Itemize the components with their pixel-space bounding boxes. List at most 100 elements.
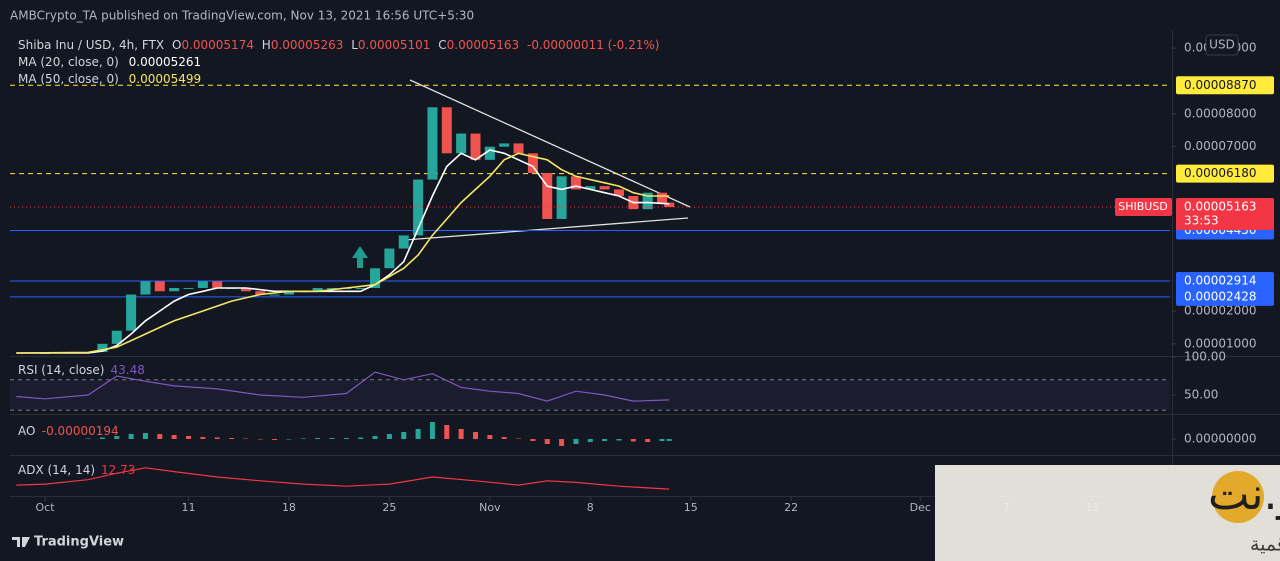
legend-line: MA (20, close, 0) 0.00005261 [18, 55, 201, 69]
y-tick-label: 0.00001000 [1184, 336, 1257, 350]
ao-bar [229, 438, 235, 439]
y-tick-label: 100.00 [1184, 350, 1226, 364]
ohlc-value: 0.00005163 [447, 38, 520, 52]
legend-name: MA (20, close, 0) [18, 55, 119, 69]
ao-bar [171, 435, 177, 439]
level-label: 0.00008870 [1184, 78, 1257, 92]
candle [169, 287, 180, 292]
ao-bar [444, 425, 450, 439]
ao-bar [573, 439, 579, 444]
ma-line [16, 152, 670, 354]
watermark-tagline: أخبار العملات الرقمية [1250, 532, 1280, 556]
level-label-box [1176, 76, 1274, 95]
candle [126, 294, 137, 331]
ma-line [16, 149, 670, 354]
ohlc-value: 0.00005101 [358, 38, 431, 52]
ao-bar [458, 429, 464, 439]
ao-bar [386, 434, 392, 439]
footer-logo [12, 537, 30, 547]
publish-header: AMBCrypto_TA published on TradingView.co… [10, 9, 474, 23]
symbol: Shiba Inu / USD, 4h, FTX [18, 38, 164, 52]
candle [355, 287, 366, 289]
ao-bar [243, 438, 249, 439]
ao-bar [487, 435, 493, 439]
ao-bar [214, 437, 220, 439]
pane-title: AO [18, 424, 36, 438]
candle [240, 287, 251, 292]
candle [269, 294, 280, 296]
symbol-tag-label: SHIBUSD [1118, 200, 1168, 213]
ao-bar [544, 439, 550, 444]
x-tick-label: 15 [684, 501, 698, 514]
trendline [409, 79, 691, 208]
pane-value: 43.48 [110, 363, 144, 377]
ao-bar [472, 432, 478, 439]
ao-bar [142, 433, 148, 439]
rsi-band [10, 379, 1170, 411]
y-tick-label: 0.00000000 [1184, 432, 1257, 446]
ao-bar [666, 439, 672, 441]
ao-bar [85, 438, 91, 439]
candle [642, 192, 653, 210]
ao-bar [530, 439, 536, 441]
candle [197, 281, 208, 288]
pane-value: -0.00000194 [42, 424, 119, 438]
ao-bar [401, 432, 407, 439]
up-arrow [352, 246, 368, 268]
pane-legend: RSI (14, close) 43.48 [18, 363, 145, 377]
candle [441, 107, 452, 154]
ohlc-key: L [351, 38, 358, 52]
candle [599, 186, 610, 190]
candle [140, 281, 151, 295]
candle [255, 291, 266, 295]
watermark-name: الكريبتو.نت [1208, 469, 1280, 520]
candle [183, 287, 194, 289]
legend-value: 0.00005261 [129, 55, 202, 69]
currency-label[interactable]: USD [1209, 38, 1235, 52]
y-tick-label: 0.00008000 [1184, 106, 1257, 120]
ohlc-key: O [172, 38, 181, 52]
ao-bar [200, 437, 206, 439]
level-label-box [1176, 271, 1274, 290]
symbol-tag [1115, 198, 1172, 217]
indicator-line [16, 371, 670, 402]
ao-bar [272, 439, 278, 440]
candle [283, 291, 294, 295]
x-tick-label: 8 [587, 501, 594, 514]
level-label-box [1176, 164, 1274, 183]
candle [97, 343, 108, 353]
ohlc-value: 0.00005263 [271, 38, 344, 52]
candle [556, 176, 567, 219]
pane-title: RSI (14, close) [18, 363, 104, 377]
last-price-label: 0.00005163 [1184, 200, 1257, 214]
candle [470, 133, 481, 160]
watermark: الكريبتو.نت أخبار العملات الرقمية [935, 465, 1280, 561]
currency-button[interactable] [1205, 34, 1239, 56]
y-tick-label: 0.00007000 [1184, 139, 1257, 153]
candle [499, 143, 510, 147]
candle [456, 133, 467, 154]
x-tick-label: Nov [479, 501, 501, 514]
x-tick-label: 25 [382, 501, 396, 514]
ao-bar [257, 439, 263, 440]
ohlc-value: 0.00005174 [181, 38, 254, 52]
candle [613, 189, 624, 196]
pane-legend: AO -0.00000194 [18, 424, 119, 438]
footer-brand: TradingView [34, 535, 124, 550]
x-tick-label: 11 [182, 501, 196, 514]
ao-bar [659, 439, 665, 441]
ao-bar [157, 434, 163, 439]
candle [427, 107, 438, 180]
last-price-box [1176, 198, 1274, 231]
coin-icon [1212, 471, 1264, 523]
ao-bar [415, 429, 421, 439]
ao-bar [358, 437, 364, 439]
level-label: 0.00002914 [1184, 273, 1257, 287]
ao-bar [286, 439, 292, 440]
pane-title: ADX (14, 14) [18, 463, 95, 477]
level-label: 0.00002428 [1184, 289, 1257, 303]
ao-bar [559, 439, 565, 446]
